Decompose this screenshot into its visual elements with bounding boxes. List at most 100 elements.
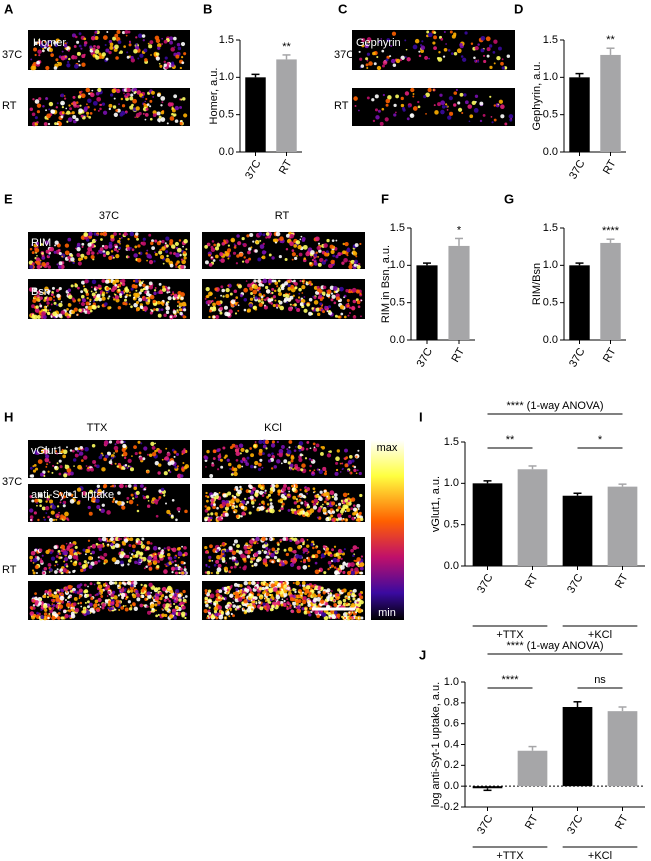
- puncta: [87, 297, 89, 299]
- puncta: [55, 519, 57, 521]
- puncta: [353, 96, 358, 101]
- puncta: [253, 279, 256, 282]
- puncta: [118, 40, 122, 44]
- puncta: [118, 89, 120, 91]
- puncta: [179, 308, 182, 311]
- puncta: [493, 51, 496, 54]
- puncta: [115, 254, 119, 258]
- puncta: [298, 296, 300, 298]
- puncta: [37, 519, 39, 521]
- puncta: [145, 565, 148, 568]
- puncta: [204, 245, 208, 249]
- puncta: [225, 562, 227, 564]
- puncta: [146, 495, 149, 498]
- puncta: [94, 603, 98, 607]
- puncta: [159, 290, 163, 294]
- puncta: [36, 255, 38, 257]
- bar: [563, 496, 593, 566]
- puncta: [88, 506, 91, 509]
- puncta: [74, 308, 78, 312]
- puncta: [331, 565, 334, 568]
- puncta: [300, 489, 302, 491]
- puncta: [125, 598, 127, 600]
- puncta: [314, 447, 316, 449]
- puncta: [112, 89, 116, 93]
- puncta: [169, 291, 171, 293]
- puncta: [146, 108, 149, 111]
- puncta: [125, 94, 127, 96]
- puncta: [102, 504, 105, 507]
- puncta: [182, 554, 185, 557]
- puncta: [425, 113, 427, 115]
- puncta: [58, 62, 62, 66]
- puncta: [337, 600, 342, 605]
- puncta: [129, 42, 131, 44]
- significance: ns: [594, 674, 606, 686]
- puncta: [211, 572, 213, 574]
- puncta: [277, 441, 279, 443]
- puncta: [303, 559, 306, 562]
- puncta: [173, 37, 177, 41]
- puncta: [386, 104, 389, 107]
- puncta: [176, 309, 178, 311]
- puncta: [319, 302, 322, 305]
- y-axis-label: vGlut1, a.u.: [430, 476, 442, 532]
- puncta: [331, 548, 334, 551]
- puncta: [175, 253, 180, 258]
- puncta: [126, 555, 129, 558]
- puncta: [297, 545, 301, 549]
- puncta: [209, 559, 212, 562]
- puncta: [206, 287, 210, 291]
- puncta: [177, 465, 179, 467]
- puncta: [340, 471, 342, 473]
- column-label: RT: [275, 210, 290, 222]
- puncta: [122, 582, 125, 585]
- puncta: [66, 565, 68, 567]
- puncta: [276, 595, 281, 600]
- puncta: [134, 585, 136, 587]
- puncta: [252, 240, 254, 242]
- y-tick-label: 0.8: [444, 697, 459, 709]
- puncta: [357, 450, 359, 452]
- puncta: [234, 488, 236, 490]
- puncta: [83, 232, 88, 237]
- puncta: [153, 546, 158, 551]
- puncta: [119, 582, 122, 585]
- puncta: [232, 602, 234, 604]
- puncta: [341, 558, 343, 560]
- puncta: [71, 103, 73, 105]
- puncta: [129, 537, 133, 541]
- puncta: [100, 454, 103, 457]
- puncta: [175, 106, 179, 110]
- puncta: [94, 32, 96, 34]
- puncta: [158, 547, 161, 550]
- puncta: [172, 291, 174, 293]
- puncta: [178, 612, 181, 615]
- puncta: [47, 516, 50, 519]
- puncta: [117, 465, 119, 467]
- puncta: [303, 565, 308, 570]
- puncta: [281, 445, 285, 449]
- puncta: [68, 596, 71, 599]
- puncta: [65, 250, 70, 255]
- puncta: [147, 505, 150, 508]
- puncta: [302, 280, 304, 282]
- puncta: [461, 55, 464, 58]
- puncta: [168, 557, 170, 559]
- puncta: [81, 246, 83, 248]
- puncta: [479, 102, 483, 106]
- puncta: [288, 461, 291, 464]
- puncta: [149, 286, 151, 288]
- puncta: [94, 34, 96, 36]
- puncta: [282, 537, 286, 541]
- puncta: [154, 443, 156, 445]
- puncta: [360, 315, 362, 317]
- puncta: [312, 593, 316, 597]
- puncta: [233, 598, 235, 600]
- puncta: [94, 584, 96, 586]
- puncta: [169, 36, 173, 40]
- puncta: [344, 457, 346, 459]
- puncta: [326, 547, 329, 550]
- puncta: [84, 560, 87, 563]
- puncta: [320, 295, 322, 297]
